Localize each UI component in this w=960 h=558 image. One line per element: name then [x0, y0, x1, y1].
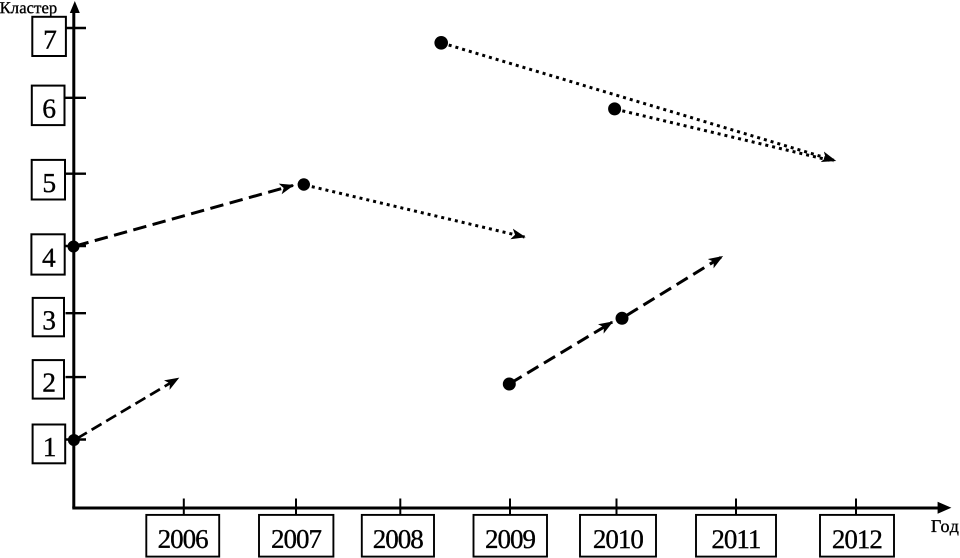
svg-text:2008: 2008 — [373, 524, 424, 554]
svg-text:2007: 2007 — [271, 524, 322, 554]
svg-text:4: 4 — [42, 242, 56, 273]
svg-text:3: 3 — [42, 304, 56, 335]
svg-text:1: 1 — [43, 431, 57, 462]
svg-text:2006: 2006 — [158, 524, 209, 554]
svg-text:5: 5 — [42, 167, 56, 198]
svg-text:6: 6 — [42, 93, 56, 124]
svg-text:Кластер: Кластер — [0, 0, 57, 17]
svg-text:2011: 2011 — [711, 524, 760, 554]
svg-text:2: 2 — [42, 367, 56, 398]
svg-text:7: 7 — [43, 24, 57, 55]
svg-text:2010: 2010 — [593, 524, 644, 554]
svg-text:2012: 2012 — [832, 524, 883, 554]
svg-text:Год: Год — [931, 516, 960, 536]
svg-text:2009: 2009 — [485, 524, 536, 554]
